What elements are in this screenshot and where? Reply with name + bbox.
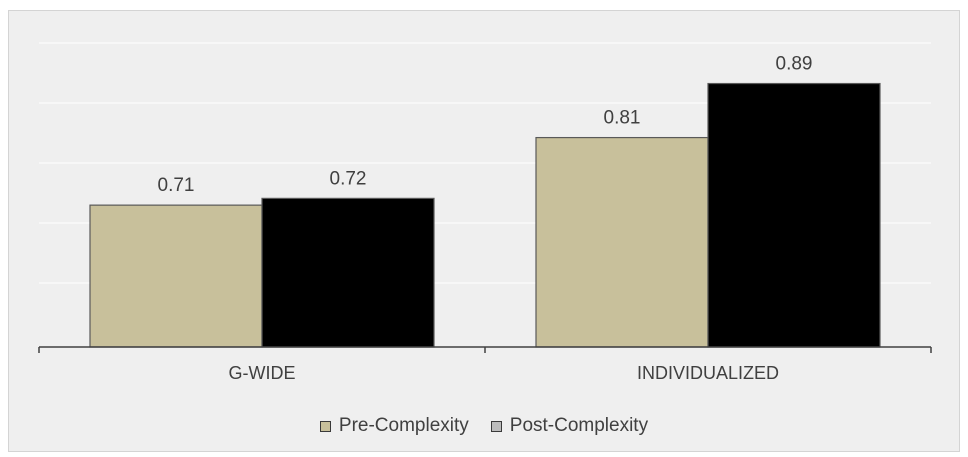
- legend-label-post-complexity: Post-Complexity: [509, 415, 649, 436]
- value-labels: 0.71 0.72 0.81 0.89: [158, 54, 813, 197]
- bar-chart: 0.71 0.72 0.81 0.89 G-WIDE INDIVIDUALIZED: [38, 42, 932, 383]
- data-label: 0.72: [330, 168, 367, 189]
- legend-swatch-post-complexity: [490, 420, 502, 432]
- bar-pre-complexity-individualized: [535, 136, 709, 348]
- legend: Pre-Complexity Post-Complexity: [9, 415, 959, 437]
- category-labels: G-WIDE INDIVIDUALIZED: [229, 363, 780, 383]
- category-label: G-WIDE: [229, 363, 296, 383]
- bar-post-complexity-individualized: [707, 82, 881, 348]
- bars: [89, 82, 881, 348]
- x-axis: [38, 346, 932, 353]
- legend-item-post-complexity: Post-Complexity: [490, 415, 649, 437]
- category-label: INDIVIDUALIZED: [637, 363, 779, 383]
- legend-label-pre-complexity: Pre-Complexity: [338, 415, 469, 436]
- data-label: 0.81: [604, 108, 641, 129]
- bar-pre-complexity-g-wide: [89, 204, 263, 348]
- legend-swatch-pre-complexity: [319, 420, 331, 432]
- legend-item-pre-complexity: Pre-Complexity: [319, 415, 469, 437]
- data-label: 0.71: [158, 175, 195, 196]
- bar-post-complexity-g-wide: [261, 197, 435, 348]
- data-label: 0.89: [776, 54, 813, 75]
- chart-area: 0.71 0.72 0.81 0.89 G-WIDE INDIVIDUALIZED Pr…: [8, 10, 960, 452]
